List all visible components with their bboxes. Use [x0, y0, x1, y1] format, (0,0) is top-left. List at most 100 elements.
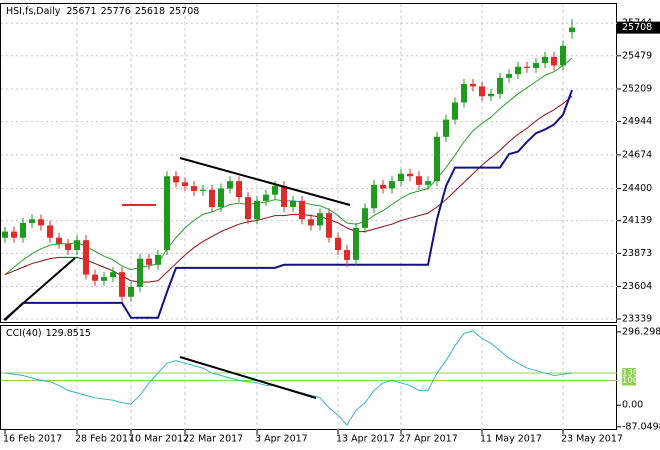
candle-body	[164, 176, 170, 251]
y-tick-label: 24674	[622, 149, 652, 160]
candle-body	[335, 237, 341, 251]
candle-body	[92, 274, 98, 281]
level-tag	[622, 368, 636, 379]
candle-body	[506, 74, 512, 78]
candle-body	[560, 45, 566, 66]
moving-line	[4, 57, 573, 276]
candle-body	[353, 227, 359, 260]
candle-body	[299, 200, 305, 220]
x-tick-label: 11 May 2017	[480, 434, 542, 445]
level-label: 100	[622, 376, 638, 386]
candle-body	[47, 225, 53, 238]
candle-body	[497, 77, 503, 94]
x-tick-label: 10 Mar 2017	[129, 434, 189, 445]
candle-body	[38, 219, 44, 226]
candle-body	[434, 136, 440, 182]
candle-body	[65, 243, 71, 251]
y-tick-label: 23604	[622, 281, 652, 292]
x-tick-label: 22 Mar 2017	[183, 434, 243, 445]
open: 25671	[66, 6, 96, 17]
candle-body	[425, 181, 431, 185]
candle-body	[263, 194, 269, 201]
cci-header: CCI(40) 129.8515	[6, 328, 91, 339]
candle-body	[317, 213, 323, 226]
price-header: HSI,fs,Daily 25671 25776 25618 25708	[6, 6, 199, 17]
candle-body	[182, 182, 188, 187]
candle-body	[110, 272, 116, 278]
candle-body	[74, 240, 80, 251]
candle-body	[389, 181, 395, 189]
candle-body	[551, 56, 557, 66]
candle-body	[461, 83, 467, 103]
candle-body	[29, 219, 35, 223]
x-tick-label: 3 Apr 2017	[255, 434, 308, 445]
y-tick-label: 24139	[622, 215, 652, 226]
candle-body	[407, 173, 413, 177]
candle-body	[254, 200, 260, 220]
price-tag-label: 25708	[622, 22, 652, 33]
candle-body	[200, 189, 206, 191]
y-tick-label: 24400	[622, 183, 652, 194]
level-tag	[622, 375, 636, 386]
y-tick-label: 25209	[622, 84, 652, 95]
level-label: 130	[622, 369, 638, 379]
y-tick-label: 0.00	[622, 400, 643, 411]
moving-line	[4, 89, 573, 321]
candle-body	[56, 237, 62, 244]
x-tick-label: 23 May 2017	[561, 434, 623, 445]
price-tag	[617, 21, 660, 34]
y-tick-label: 296.2986	[622, 326, 660, 337]
moving-line	[4, 95, 573, 283]
candle-body	[245, 197, 251, 220]
candle-body	[488, 93, 494, 97]
candle-body	[101, 277, 107, 281]
candle-body	[524, 66, 530, 68]
y-tick-label: -87.0498	[622, 421, 660, 432]
candle-body	[362, 208, 368, 228]
candle-body	[173, 176, 179, 183]
candle-body	[218, 188, 224, 207]
symbol: HSI,fs,Daily	[6, 6, 61, 17]
candle-body	[290, 200, 296, 207]
candle-body	[398, 173, 404, 182]
candle-body	[344, 250, 350, 260]
candle-body	[83, 240, 89, 275]
high: 25776	[101, 6, 131, 17]
candle-body	[515, 66, 521, 75]
candle-body	[191, 186, 197, 191]
candle-body	[20, 222, 26, 238]
y-tick-label: 23339	[622, 314, 652, 325]
trend-line	[179, 356, 317, 399]
candle-body	[569, 27, 575, 33]
candle-body	[326, 213, 332, 238]
candle-body	[209, 189, 215, 207]
y-tick-label: 25479	[622, 50, 652, 61]
trend-line	[179, 157, 351, 206]
candle-body	[542, 56, 548, 64]
y-tick-label: 24944	[622, 116, 652, 127]
candle-body	[380, 184, 386, 189]
candle-body	[2, 231, 8, 238]
candle-body	[371, 184, 377, 209]
candle-body	[470, 83, 476, 87]
candle-body	[119, 272, 125, 297]
candle-body	[272, 186, 278, 195]
candle-body	[11, 231, 17, 238]
candle-body	[416, 176, 422, 185]
cci-frame	[0, 325, 617, 430]
candle-body	[155, 254, 161, 265]
x-tick-label: 28 Feb 2017	[75, 434, 134, 445]
candle-body	[236, 181, 242, 198]
candle-body	[137, 258, 143, 287]
trend-line	[3, 257, 76, 321]
y-tick-label: 23873	[622, 248, 652, 259]
candle-body	[452, 102, 458, 120]
x-tick-label: 13 Apr 2017	[336, 434, 395, 445]
close: 25708	[169, 6, 199, 17]
low: 25618	[135, 6, 165, 17]
candle-body	[443, 119, 449, 137]
x-tick-label: 27 Apr 2017	[399, 434, 458, 445]
candle-body	[533, 63, 539, 68]
candle-body	[128, 286, 134, 297]
